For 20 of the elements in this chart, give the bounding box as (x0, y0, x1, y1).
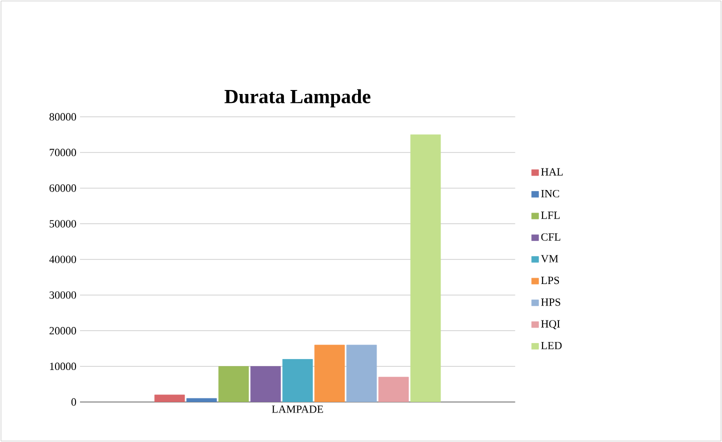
legend-label: HQI (541, 320, 560, 330)
y-tick-label: 80000 (50, 113, 76, 121)
legend-label: VM (540, 255, 558, 262)
y-tick-label: 50000 (50, 220, 76, 228)
y-tick-label: 20000 (50, 327, 76, 334)
y-tick-label: 30000 (50, 291, 76, 299)
y-tick-label: 10000 (50, 362, 76, 370)
legend-label: LFL (541, 212, 560, 219)
legend-label: HPS (541, 298, 560, 306)
legend-label: INC (541, 190, 560, 198)
y-tick-label: 40000 (49, 256, 76, 264)
legend-label: LPS (541, 276, 559, 284)
legend-label: CFL (541, 233, 560, 241)
y-tick-label: 0 (71, 398, 76, 406)
y-tick-label: 60000 (50, 184, 76, 192)
legend-label: LED (541, 342, 562, 350)
chart-title: Durata Lampade (224, 89, 370, 108)
y-tick-label: 70000 (50, 148, 76, 156)
x-tick-label: LAMPADE (272, 406, 324, 413)
legend-label: HAL (541, 168, 563, 176)
